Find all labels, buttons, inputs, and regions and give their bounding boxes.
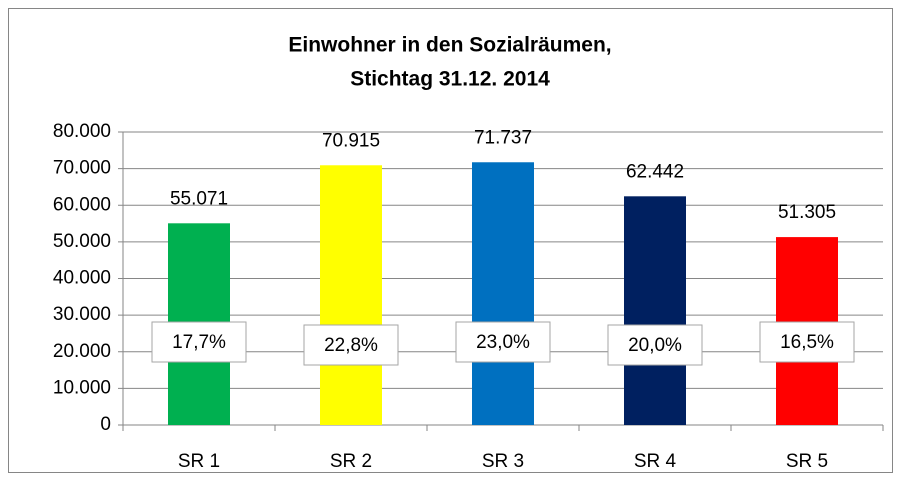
share-label: 23,0% bbox=[476, 332, 530, 353]
bar bbox=[320, 165, 382, 426]
share-box bbox=[607, 324, 703, 366]
bar bbox=[472, 162, 534, 425]
value-label: 71.737 bbox=[474, 127, 532, 148]
share-label: 16,5% bbox=[780, 332, 834, 353]
share-box bbox=[303, 324, 399, 366]
value-label: 62.442 bbox=[626, 161, 684, 182]
x-tick-label: SR 5 bbox=[786, 451, 828, 472]
y-tick-label: 40.000 bbox=[53, 268, 111, 289]
share-label: 20,0% bbox=[628, 335, 682, 356]
chart-title: Stichtag 31.12. 2014 bbox=[350, 68, 550, 91]
share-box bbox=[151, 321, 247, 363]
value-label: 55.071 bbox=[170, 188, 228, 209]
share-label: 22,8% bbox=[324, 335, 378, 356]
y-tick-label: 20.000 bbox=[53, 341, 111, 362]
share-box bbox=[759, 321, 855, 363]
chart-title: Einwohner in den Sozialräumen, bbox=[288, 34, 611, 57]
y-tick-label: 70.000 bbox=[53, 158, 111, 179]
x-tick-label: SR 1 bbox=[178, 451, 220, 472]
y-tick-label: 30.000 bbox=[53, 304, 111, 325]
share-label: 17,7% bbox=[172, 332, 226, 353]
y-tick-label: 60.000 bbox=[53, 194, 111, 215]
y-tick-label: 10.000 bbox=[53, 377, 111, 398]
bar bbox=[624, 196, 686, 425]
y-tick-label: 0 bbox=[100, 414, 111, 435]
y-tick-label: 80.000 bbox=[53, 121, 111, 142]
x-tick-label: SR 3 bbox=[482, 451, 524, 472]
value-label: 70.915 bbox=[322, 130, 380, 151]
y-tick-label: 50.000 bbox=[53, 231, 111, 252]
value-label: 51.305 bbox=[778, 202, 836, 223]
chart-frame bbox=[8, 8, 893, 473]
x-tick-label: SR 4 bbox=[634, 451, 677, 472]
share-box bbox=[455, 321, 551, 363]
x-tick-label: SR 2 bbox=[330, 451, 372, 472]
